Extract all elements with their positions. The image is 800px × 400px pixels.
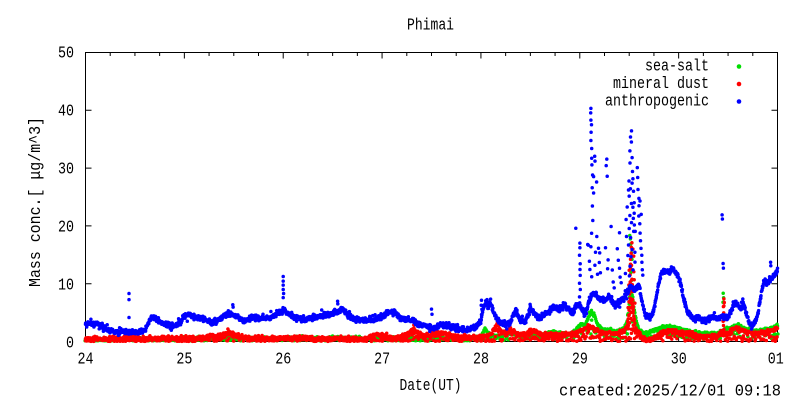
svg-text:anthropogenic: anthropogenic [605,93,709,112]
svg-text:Date(UT): Date(UT) [400,377,462,396]
svg-text:29: 29 [572,351,588,370]
svg-text:28: 28 [473,351,489,370]
svg-text:40: 40 [58,103,74,122]
svg-text:sea-salt: sea-salt [645,58,709,77]
svg-text:27: 27 [374,351,390,370]
svg-text:mineral dust: mineral dust [613,75,709,94]
svg-text:25: 25 [176,351,192,370]
svg-text:50: 50 [58,45,74,64]
svg-text:01: 01 [768,351,784,370]
svg-text:24: 24 [78,351,94,370]
svg-text:26: 26 [275,351,291,370]
svg-text:Phimai: Phimai [407,17,454,36]
svg-text:30: 30 [671,351,687,370]
svg-text:created:2025/12/01 09:18: created:2025/12/01 09:18 [559,383,781,400]
svg-text:20: 20 [58,219,74,238]
svg-text:10: 10 [58,277,74,296]
svg-text:Mass conc.[ μg/m^3]: Mass conc.[ μg/m^3] [27,117,46,287]
svg-text:30: 30 [58,161,74,180]
svg-text:0: 0 [66,335,74,354]
